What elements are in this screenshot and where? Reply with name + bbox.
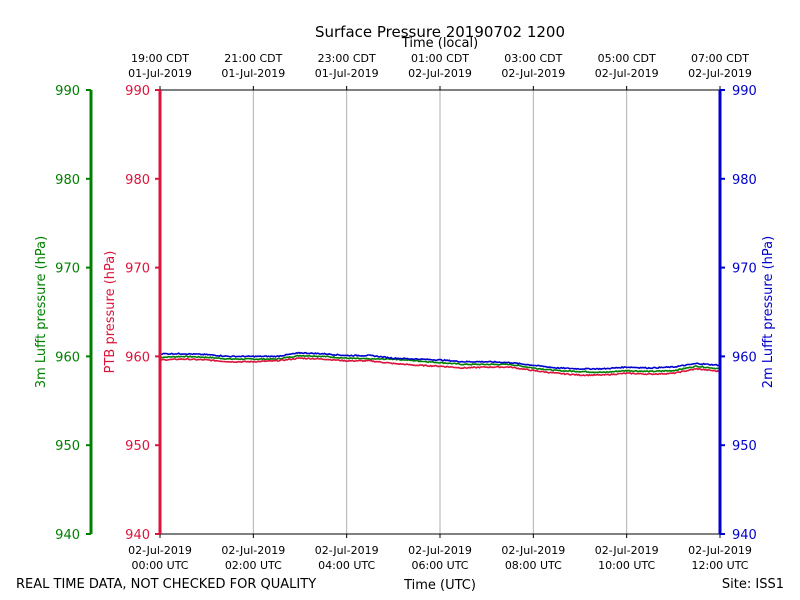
top-tick-label: 19:00 CDT <box>131 52 189 65</box>
top-tick-label: 21:00 CDT <box>224 52 282 65</box>
top-tick-label: 01:00 CDT <box>411 52 469 65</box>
x-axis-label: Time (UTC) <box>403 578 476 593</box>
top-tick-label: 23:00 CDT <box>318 52 376 65</box>
x-tick-label: 04:00 UTC <box>318 559 375 572</box>
y-tick-label-lufft3m: 980 <box>55 173 80 188</box>
y-axis-title-lufft3m: 3m Lufft pressure (hPa) <box>34 236 49 388</box>
x-tick-label: 02-Jul-2019 <box>315 544 379 557</box>
top-tick-label: 02-Jul-2019 <box>408 67 472 80</box>
top-tick-label: 05:00 CDT <box>598 52 656 65</box>
y-tick-label-ptb: 970 <box>125 262 150 277</box>
top-tick-label: 07:00 CDT <box>691 52 749 65</box>
y-tick-label-lufft2m: 980 <box>732 173 757 188</box>
tick-labels: 02-Jul-2019 00:00 UTC 02-Jul-2019 02:00 UTC… <box>128 52 752 572</box>
y-tick-label-ptb: 980 <box>125 173 150 188</box>
y-axis-title-ptb: PTB pressure (hPa) <box>103 251 118 374</box>
top-tick-label: 01-Jul-2019 <box>221 67 285 80</box>
chart-title: Surface Pressure 20190702 1200 <box>315 23 565 41</box>
y-tick-label-lufft2m: 950 <box>732 439 757 454</box>
top-tick-label: 02-Jul-2019 <box>501 67 565 80</box>
grid-lines <box>252 90 628 534</box>
x-tick-label: 02-Jul-2019 <box>408 544 472 557</box>
y-axis-title-lufft2m: 2m Lufft pressure (hPa) <box>761 236 776 388</box>
x-tick-label: 02:00 UTC <box>225 559 282 572</box>
data-series <box>159 351 721 377</box>
x-tick-label: 08:00 UTC <box>505 559 562 572</box>
top-axis-label: Time (local) <box>401 36 478 51</box>
y-tick-label-lufft2m: 990 <box>732 84 757 99</box>
x-tick-label: 02-Jul-2019 <box>221 544 285 557</box>
y-tick-label-lufft3m: 940 <box>55 528 80 543</box>
x-tick-label: 12:00 UTC <box>691 559 748 572</box>
y-tick-label-ptb: 940 <box>125 528 150 543</box>
x-tick-label: 00:00 UTC <box>131 559 188 572</box>
footer-quality-note: REAL TIME DATA, NOT CHECKED FOR QUALITY <box>16 577 316 592</box>
top-tick-label: 02-Jul-2019 <box>595 67 659 80</box>
x-tick-label: 10:00 UTC <box>598 559 655 572</box>
y-tick-label-ptb: 950 <box>125 439 150 454</box>
series-line-ptb <box>159 357 721 377</box>
x-tick-label: 06:00 UTC <box>411 559 468 572</box>
y-tick-label-lufft2m: 940 <box>732 528 757 543</box>
x-tick-label: 02-Jul-2019 <box>501 544 565 557</box>
y-tick-label-lufft2m: 970 <box>732 262 757 277</box>
x-tick-label: 02-Jul-2019 <box>128 544 192 557</box>
footer-site-label: Site: ISS1 <box>722 577 784 592</box>
series-line-lufft2m <box>159 351 721 371</box>
y-tick-label-lufft3m: 950 <box>55 439 80 454</box>
top-tick-label: 03:00 CDT <box>504 52 562 65</box>
x-tick-label: 02-Jul-2019 <box>595 544 659 557</box>
y-tick-label-ptb: 960 <box>125 350 150 365</box>
top-tick-label: 01-Jul-2019 <box>128 67 192 80</box>
y-tick-label-ptb: 990 <box>125 84 150 99</box>
y-tick-label-lufft3m: 990 <box>55 84 80 99</box>
y-tick-label-lufft3m: 970 <box>55 262 80 277</box>
top-tick-label: 01-Jul-2019 <box>315 67 379 80</box>
top-tick-label: 02-Jul-2019 <box>688 67 752 80</box>
x-tick-label: 02-Jul-2019 <box>688 544 752 557</box>
series-line-lufft3m <box>159 354 721 374</box>
y-tick-label-lufft3m: 960 <box>55 350 80 365</box>
y-axes: 940 950 960 970 980 990 3m Lufft pressure (hPa… <box>34 84 776 543</box>
y-tick-label-lufft2m: 960 <box>732 350 757 365</box>
